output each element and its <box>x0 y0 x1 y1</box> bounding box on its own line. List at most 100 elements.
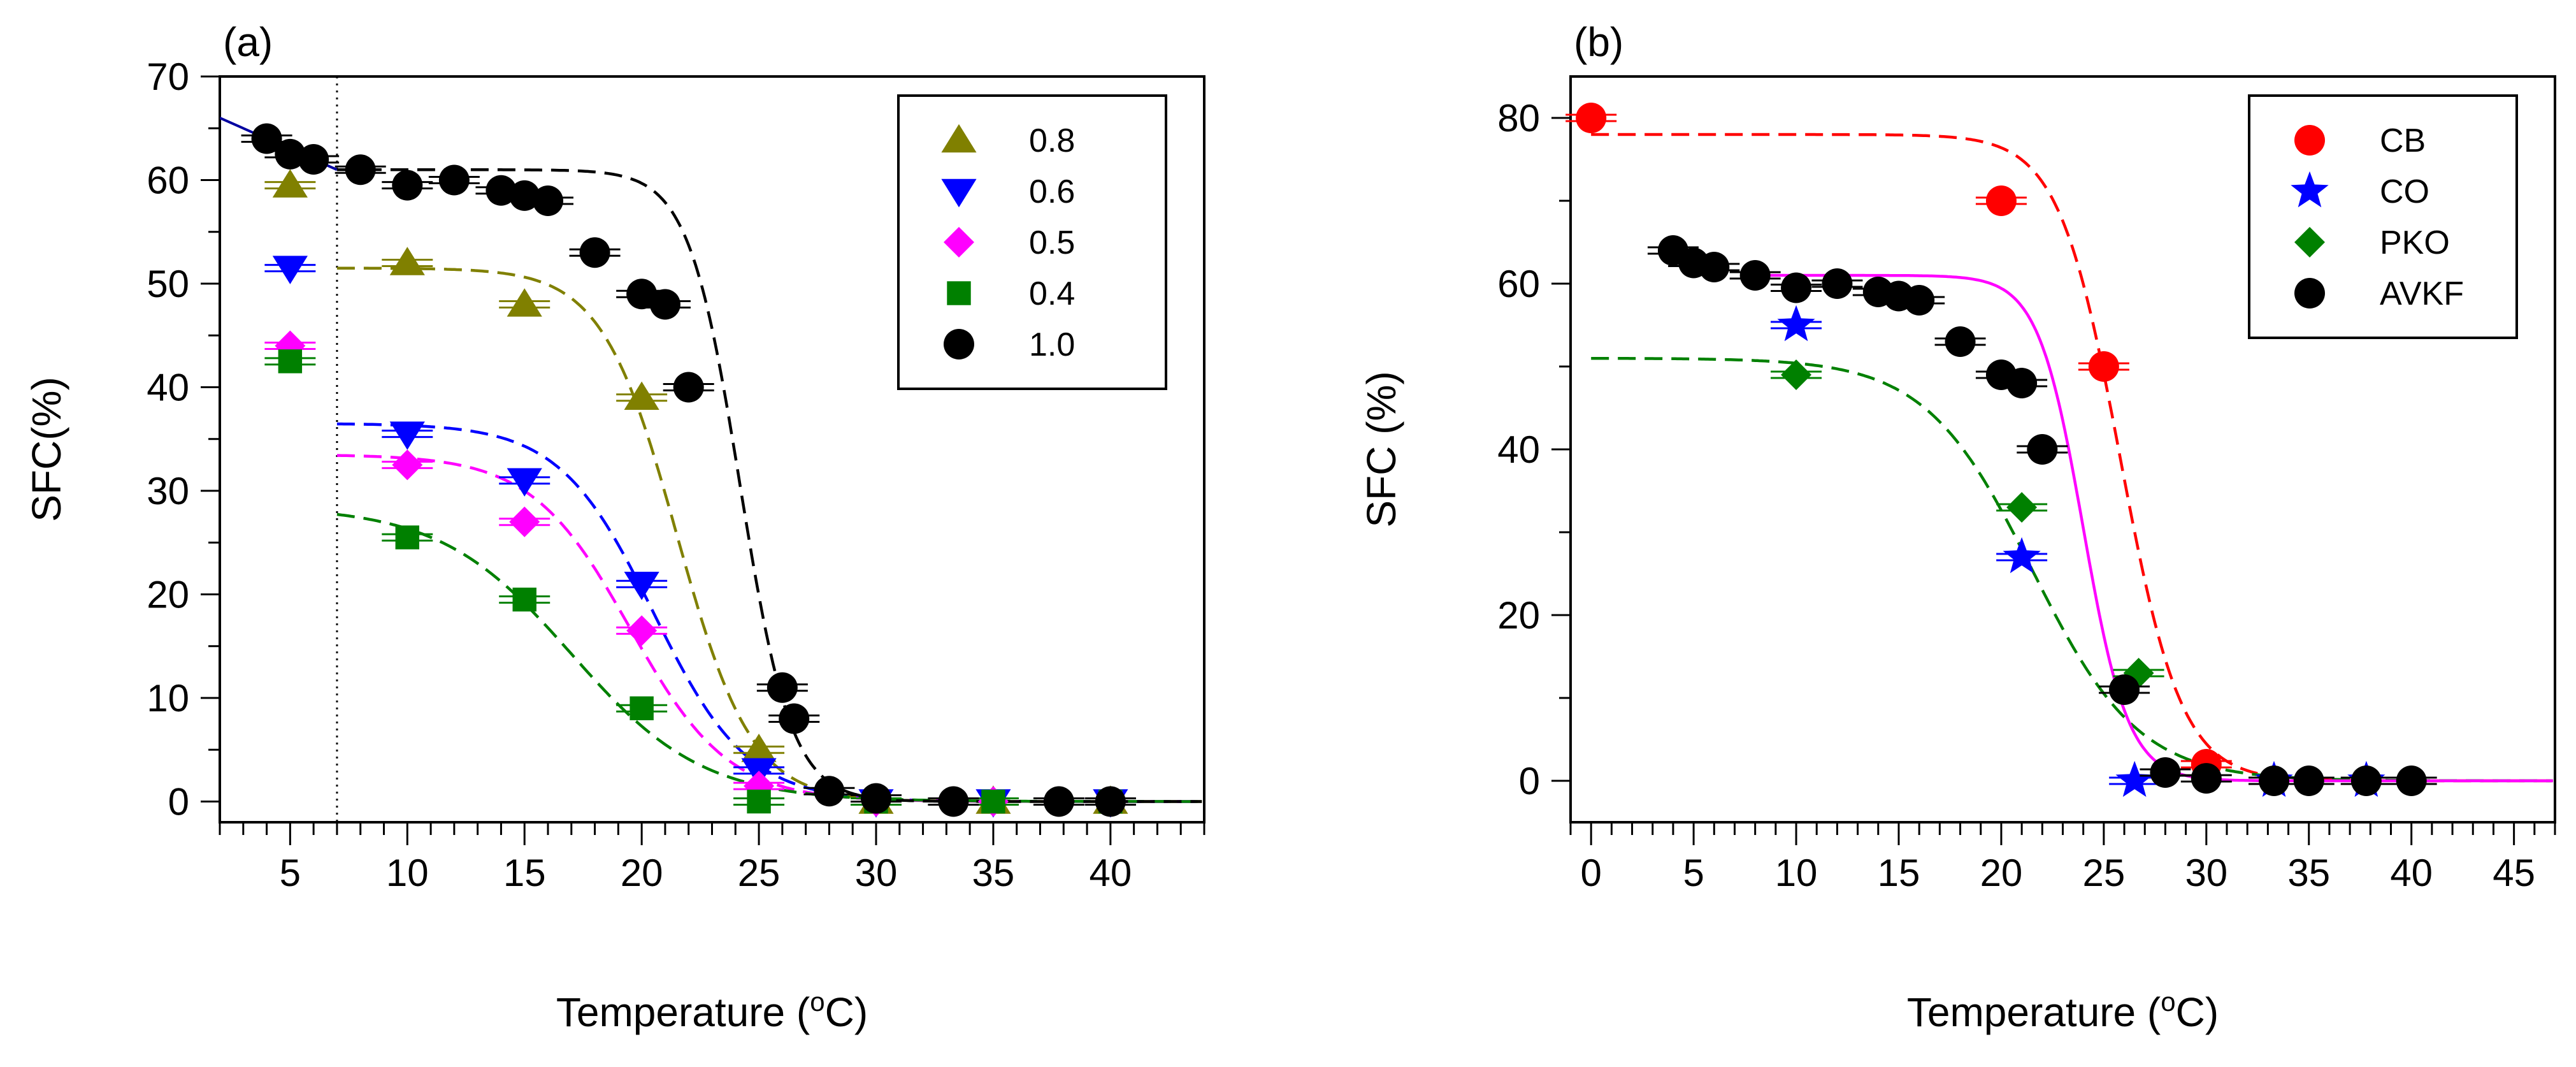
data-point <box>2293 766 2324 796</box>
panel-label: (b) <box>1574 19 1623 65</box>
y-tick-label: 20 <box>1497 594 1540 637</box>
y-axis-title: SFC(%) <box>24 377 69 522</box>
data-point <box>579 237 610 268</box>
data-point <box>251 123 282 154</box>
data-point <box>766 672 798 703</box>
x-tick-label: 5 <box>1683 852 1704 894</box>
x-tick-label: 20 <box>621 852 663 894</box>
data-point <box>1945 326 1976 357</box>
degree-symbol: o <box>2161 987 2175 1017</box>
data-point <box>981 789 1005 814</box>
legend-marker <box>2294 227 2325 258</box>
x-axis-title-text: Temperature ( <box>1907 989 2161 1035</box>
x-tick-label: 25 <box>2083 852 2126 894</box>
x-tick-label: 30 <box>2185 852 2227 894</box>
data-point <box>533 185 563 216</box>
fit-curve-0.6 <box>336 422 1202 803</box>
data-point <box>392 170 423 201</box>
panel-b: 0 5 10 15 20 25 30 35 40 45 0 20 40 60 80 Temperature (… <box>1358 19 2556 1035</box>
y-tick-label: 40 <box>147 367 189 409</box>
data-point <box>861 783 891 814</box>
x-tick-label: 20 <box>1980 852 2023 894</box>
data-point <box>1043 786 1074 817</box>
data-point <box>298 144 329 175</box>
y-tick-label: 0 <box>168 781 189 824</box>
legend-label: 0.8 <box>1029 122 1075 159</box>
data-point <box>507 288 542 317</box>
legend-marker <box>941 178 977 208</box>
legend-label: CO <box>2380 173 2429 210</box>
legend-marker <box>2291 171 2329 208</box>
data-point <box>512 587 536 612</box>
panel-label: (a) <box>223 19 273 65</box>
y-tick-label: 30 <box>147 470 189 512</box>
y-tick-label: 80 <box>1497 97 1540 140</box>
data-point <box>438 164 470 196</box>
legend-label: 0.5 <box>1029 224 1075 261</box>
data-point <box>509 506 540 537</box>
series-PKO <box>1771 359 2392 796</box>
degree-symbol: o <box>810 987 824 1017</box>
y-axis-title: SFC (%) <box>1358 371 1404 527</box>
x-tick-label: 10 <box>386 852 429 894</box>
legend-box <box>2248 94 2518 339</box>
series-CB <box>1565 103 2232 780</box>
data-point <box>630 696 654 720</box>
x-axis-title-unit: C) <box>2176 989 2219 1035</box>
series-0.4 <box>264 349 1136 814</box>
data-point <box>389 421 425 450</box>
fit-curve-PKO <box>1591 356 2553 783</box>
data-point <box>673 372 704 403</box>
fit-curve-0.5 <box>336 454 1202 803</box>
legend-label: CB <box>2380 122 2426 159</box>
legend-label: 1.0 <box>1029 326 1075 363</box>
data-point <box>2350 766 2382 796</box>
data-point <box>2027 434 2058 465</box>
series-1.0 <box>241 123 1136 817</box>
x-tick-label: 35 <box>972 852 1015 894</box>
x-tick-label: 40 <box>1089 852 1132 894</box>
y-tick-label: 60 <box>1497 263 1540 305</box>
data-point <box>272 256 308 284</box>
legend-marker <box>944 329 974 359</box>
series-AVKF <box>1647 235 2437 796</box>
data-point <box>741 734 777 762</box>
data-point <box>2003 537 2041 574</box>
x-tick-label: 5 <box>280 852 301 894</box>
data-point <box>278 349 303 374</box>
data-point <box>2088 351 2119 382</box>
data-point <box>2259 766 2290 796</box>
data-point <box>1822 268 1853 299</box>
data-point <box>624 572 659 600</box>
data-point <box>395 525 420 549</box>
x-axis-title: Temperature (oC) <box>556 987 868 1035</box>
legend-label: 0.6 <box>1029 173 1075 210</box>
data-point <box>626 615 658 646</box>
legend-marker <box>2294 278 2325 308</box>
x-tick-label: 35 <box>2287 852 2330 894</box>
data-point <box>2115 760 2154 797</box>
y-tick-label: 60 <box>147 159 189 202</box>
data-point <box>938 786 969 817</box>
data-point <box>392 449 423 481</box>
x-tick-label: 0 <box>1581 852 1602 894</box>
data-point <box>2006 368 2038 398</box>
y-tick-label: 40 <box>1497 428 1540 471</box>
data-point <box>389 247 425 275</box>
data-point <box>2150 757 2181 788</box>
y-tick-label: 70 <box>147 55 189 98</box>
data-point <box>1777 305 1815 342</box>
y-tick-label: 20 <box>147 574 189 616</box>
data-point <box>507 468 542 497</box>
legend-label: 0.4 <box>1029 275 1075 312</box>
data-point <box>2109 674 2140 705</box>
data-point <box>272 169 308 198</box>
legend-marker <box>944 227 974 258</box>
legend-label: PKO <box>2380 224 2450 261</box>
data-point <box>814 776 845 807</box>
legend-marker <box>2294 125 2325 156</box>
legend: CB CO PKO AVKF <box>2248 94 2518 339</box>
data-point <box>624 381 659 410</box>
